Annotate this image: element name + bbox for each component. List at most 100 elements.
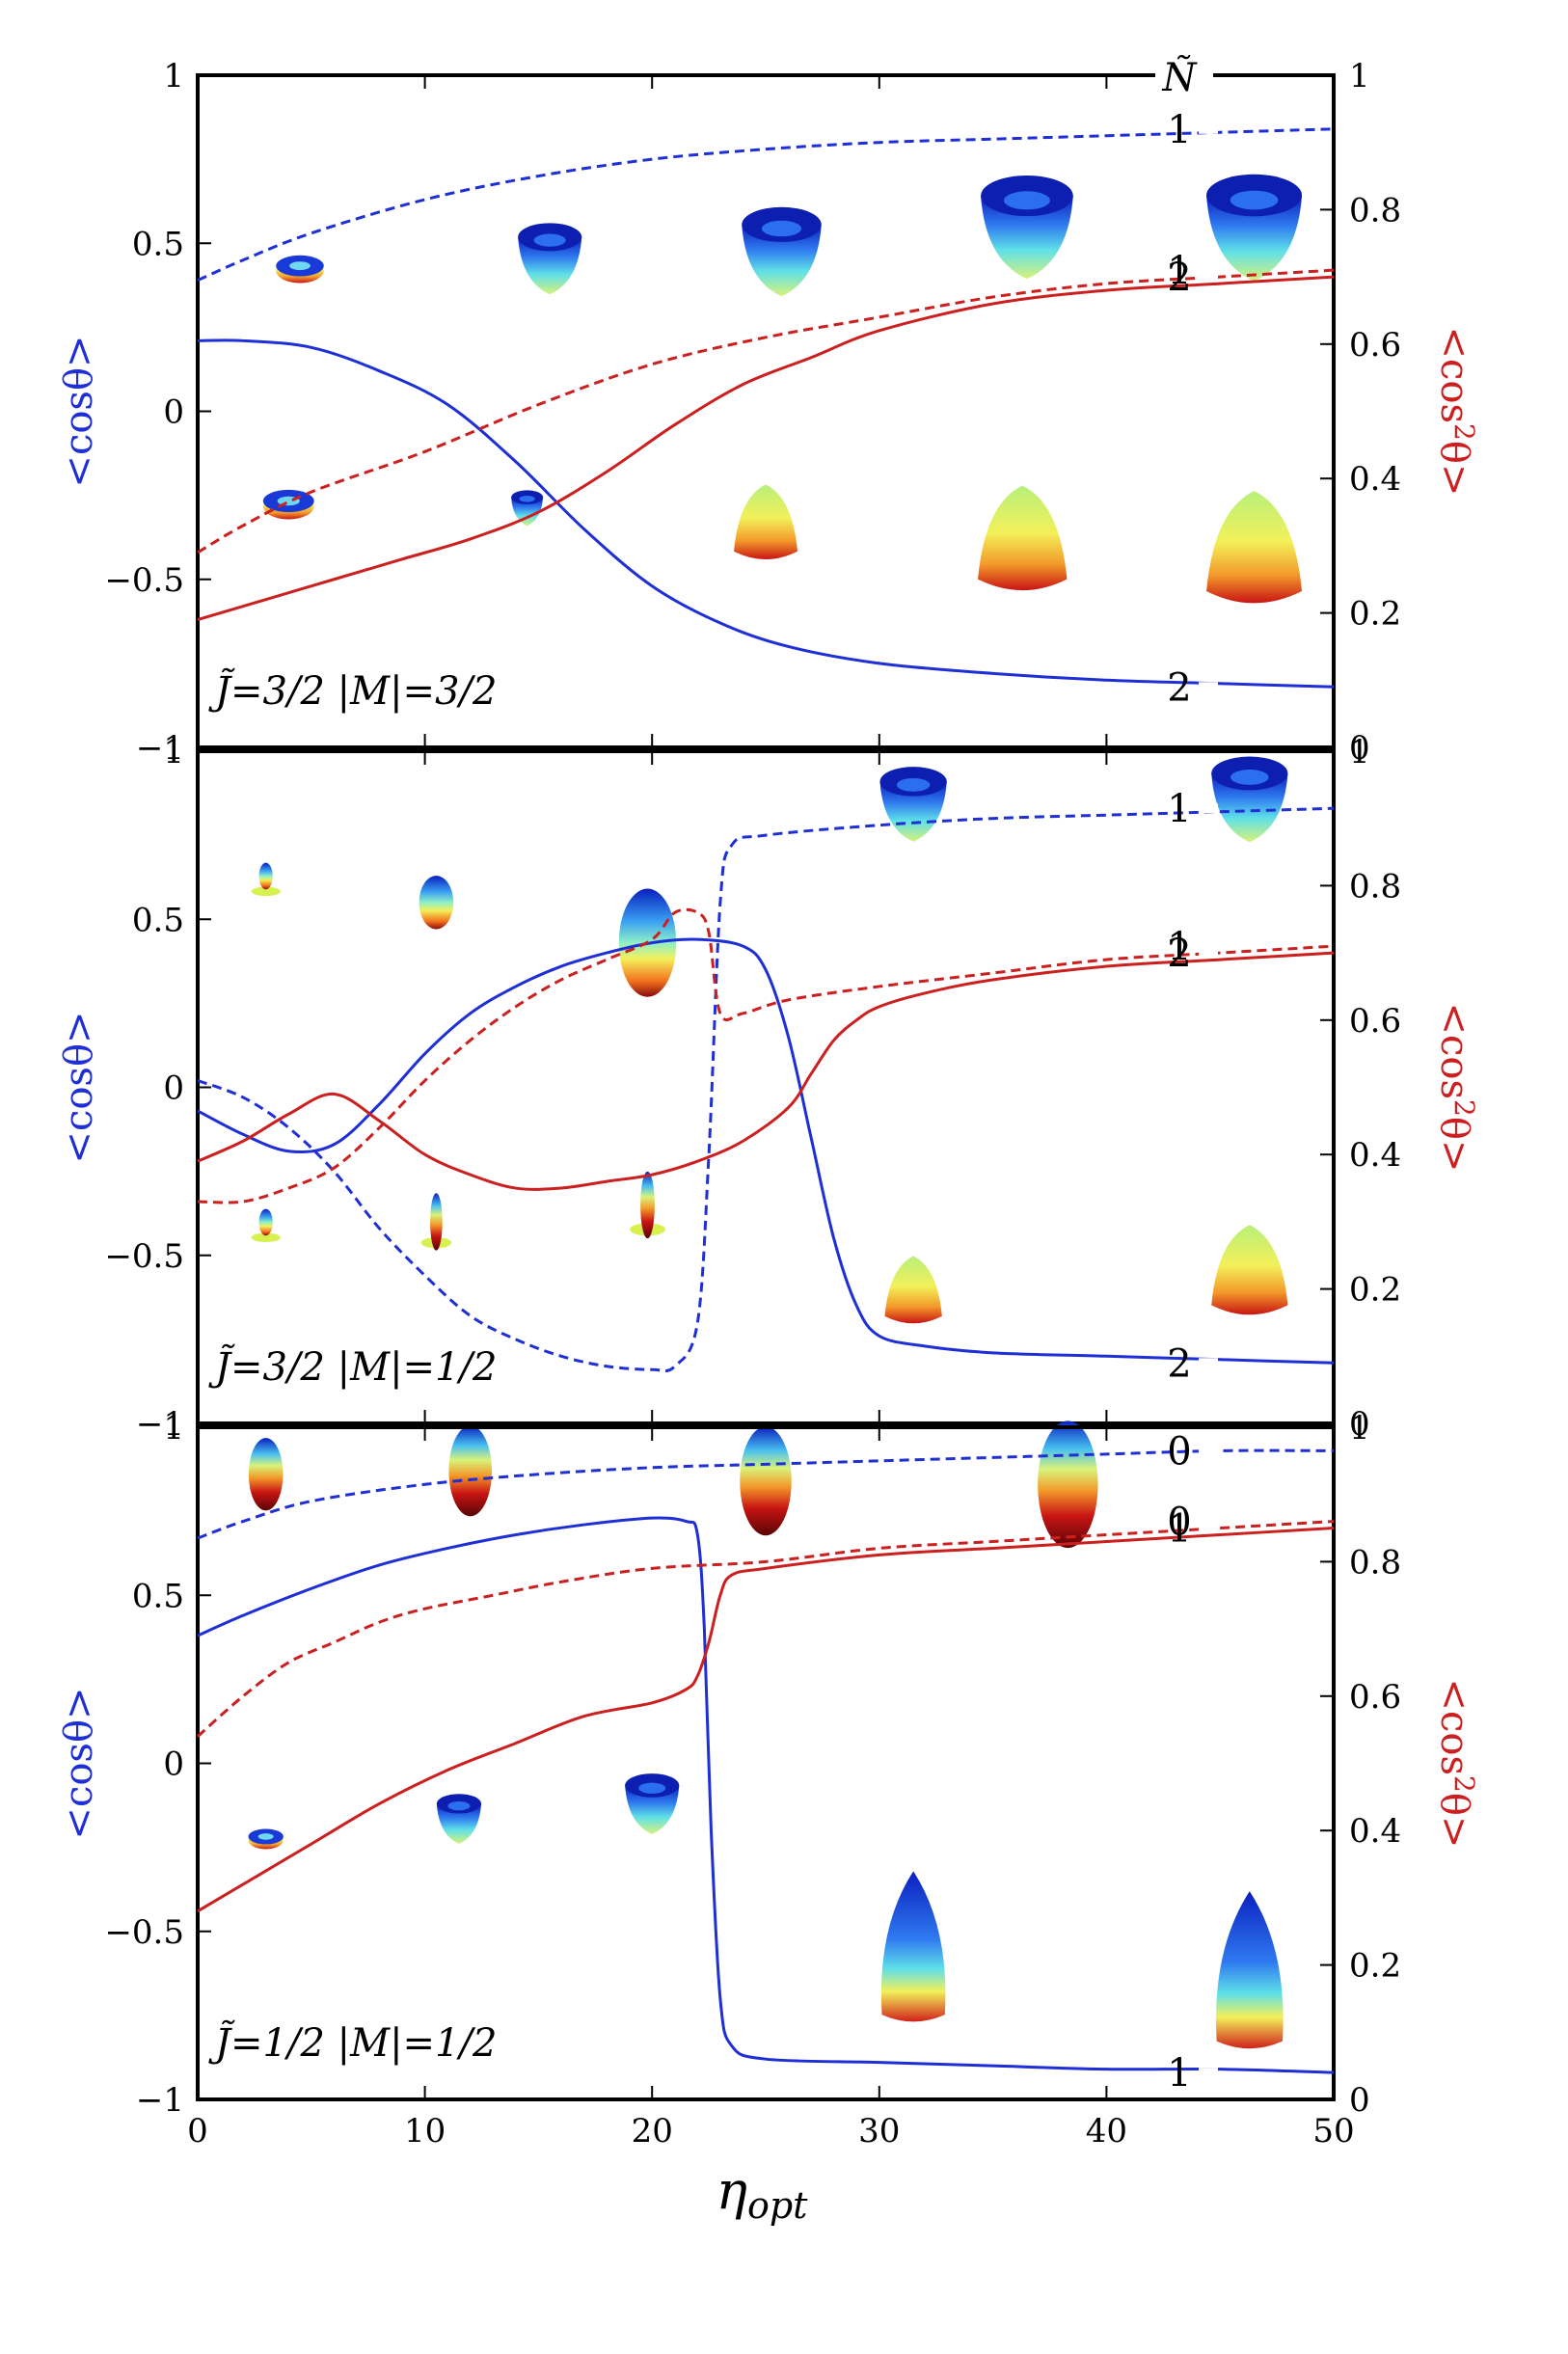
axes-frame xyxy=(196,749,1336,1425)
egg-body xyxy=(1216,1891,1284,2049)
series-line xyxy=(197,1448,1335,1540)
dome-body xyxy=(1206,491,1303,604)
x-tick-label: 0 xyxy=(187,2112,208,2151)
bowl-inner xyxy=(533,233,566,247)
egg-body xyxy=(248,1438,284,1511)
axes-frame xyxy=(196,73,1336,749)
right-ylabel: <cos2θ> xyxy=(1432,327,1480,497)
y-right-tick-label: 0.2 xyxy=(1349,1271,1401,1310)
bowl-inner xyxy=(1230,190,1279,210)
x-tick-label: 10 xyxy=(404,2112,446,2151)
y-left-tick-label: 0 xyxy=(163,393,184,432)
y-right-tick-label: 0.6 xyxy=(1349,1678,1401,1717)
legend-header-gap xyxy=(1155,71,1213,81)
surface-shape-bowl xyxy=(1211,756,1288,843)
x-axis-label: ηopt xyxy=(716,2160,809,2227)
bowl-body xyxy=(625,1785,680,1834)
y-right-tick-label: 0.2 xyxy=(1349,595,1401,634)
bowl-body xyxy=(981,196,1073,280)
y-right-tick-label: 0.6 xyxy=(1349,326,1401,365)
y-right-tick-label: 0.2 xyxy=(1349,1947,1401,1986)
dome-body xyxy=(884,1256,942,1324)
y-right-tick-label: 1 xyxy=(1349,1409,1370,1448)
dome-body xyxy=(734,484,798,560)
pinch-disk xyxy=(251,886,281,897)
series-line xyxy=(197,338,1335,689)
surface-shape-egg-up xyxy=(880,1871,946,2022)
bowl-inner xyxy=(519,495,535,502)
series-line xyxy=(197,937,1335,1365)
y-right-tick-label: 0 xyxy=(1349,1405,1370,1444)
panel-label: J̃=3/2 |M|=3/2 xyxy=(208,668,497,714)
surface-shape-spike xyxy=(420,1193,452,1251)
y-left-tick-label: 1 xyxy=(163,57,184,95)
y-right-tick-label: 0.8 xyxy=(1349,867,1401,906)
series-line xyxy=(197,268,1335,555)
series-line xyxy=(197,127,1335,282)
series-tag-label: 1 xyxy=(1167,787,1191,831)
pinch-lobe xyxy=(258,1208,273,1236)
surface-shape-dome xyxy=(1211,1225,1288,1315)
surface-shape-torus xyxy=(276,255,324,284)
torus-hole xyxy=(289,261,311,271)
pinch-lobe xyxy=(258,862,273,890)
series-tag-label: 1 xyxy=(1167,2051,1191,2096)
left-ylabel: <cosθ> xyxy=(57,1687,101,1839)
y-right-tick-label: 0.8 xyxy=(1349,1543,1401,1582)
bowl-body xyxy=(518,236,582,295)
torus-hole xyxy=(257,1833,274,1840)
series-line xyxy=(197,951,1335,1191)
y-left-tick-label: −0.5 xyxy=(104,1913,184,1952)
surface-shape-bowl xyxy=(981,175,1073,280)
egg-body xyxy=(419,876,454,930)
y-right-tick-label: 0 xyxy=(1349,729,1370,768)
y-left-tick-label: 1 xyxy=(163,1409,184,1448)
surface-shape-egg-dark xyxy=(740,1426,792,1536)
series-line xyxy=(197,275,1335,622)
series-line xyxy=(197,806,1335,1373)
series-tag-label: 2 xyxy=(1167,665,1191,710)
y-left-tick-label: 0 xyxy=(163,1745,184,1784)
y-right-tick-label: 1 xyxy=(1349,733,1370,771)
bowl-body xyxy=(1206,195,1303,282)
y-left-tick-label: 0 xyxy=(163,1069,184,1108)
pinch-disk xyxy=(251,1232,281,1243)
surface-shape-bowl xyxy=(879,767,947,842)
bowl-inner xyxy=(1004,191,1050,210)
y-left-tick-label: −1 xyxy=(136,2081,184,2120)
surface-shape-egg-dark xyxy=(448,1425,492,1517)
y-right-tick-label: 0.4 xyxy=(1349,460,1401,499)
series-tag-label: 2 xyxy=(1167,256,1191,300)
surface-shape-bowl xyxy=(625,1773,680,1834)
surface-shape-dome xyxy=(734,484,798,560)
y-left-tick-label: −1 xyxy=(136,1405,184,1444)
surface-shape-egg-dark xyxy=(1038,1421,1098,1549)
surface-shape-dome xyxy=(978,485,1068,591)
bowl-inner xyxy=(896,777,931,792)
series-line xyxy=(197,1520,1335,1738)
y-right-tick-label: 0.4 xyxy=(1349,1812,1401,1851)
right-ylabel: <cos2θ> xyxy=(1432,1679,1480,1849)
surface-shape-pinch xyxy=(251,862,281,897)
series-line xyxy=(197,1527,1335,1913)
surface-shape-egg xyxy=(419,876,454,930)
y-left-tick-label: −0.5 xyxy=(104,561,184,600)
bowl-body xyxy=(511,497,544,527)
bowl-body xyxy=(436,1803,482,1844)
surface-shape-bowl xyxy=(436,1794,482,1844)
surface-shape-bowl xyxy=(742,206,822,297)
surface-shape-bowl xyxy=(518,223,582,295)
y-right-tick-label: 0.4 xyxy=(1349,1136,1401,1175)
y-left-tick-label: 0.5 xyxy=(132,901,184,939)
x-tick-label: 20 xyxy=(632,2112,673,2151)
bowl-body xyxy=(1211,772,1288,843)
y-left-tick-label: 1 xyxy=(163,733,184,771)
series-tag-label: 1 xyxy=(1167,108,1191,152)
y-left-tick-label: −0.5 xyxy=(104,1237,184,1276)
surface-shape-torus xyxy=(248,1828,284,1850)
dome-body xyxy=(1211,1225,1288,1315)
